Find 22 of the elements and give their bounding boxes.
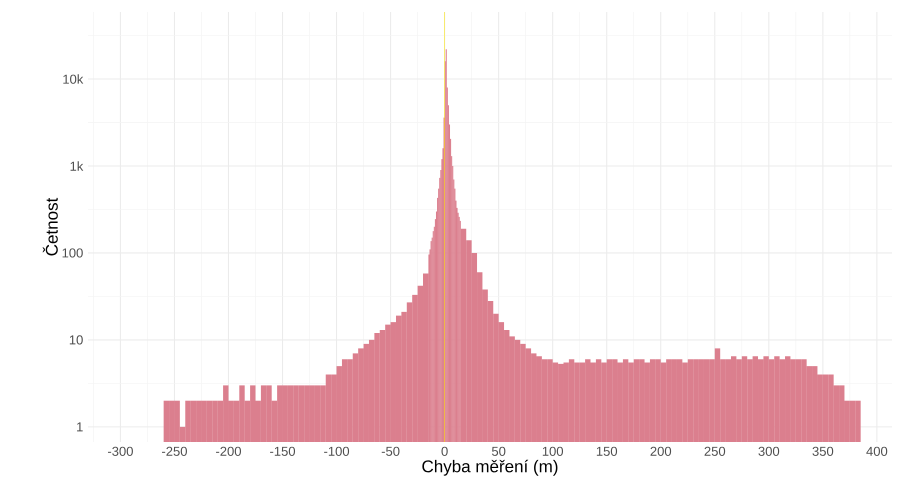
y-tick-label: 1	[77, 422, 83, 432]
x-tick-label: 250	[704, 446, 726, 456]
y-axis-title: Četnost	[42, 198, 58, 256]
x-tick-label: -250	[162, 446, 187, 456]
x-tick-label: 200	[650, 446, 672, 456]
x-tick-label: -50	[382, 446, 400, 456]
x-axis-title: Chyba měření (m)	[422, 460, 558, 476]
x-tick-label: -150	[270, 446, 296, 456]
x-tick-label: 350	[812, 446, 834, 456]
x-tick-label: -100	[324, 446, 350, 456]
x-tick-label: 0	[442, 446, 448, 456]
x-tick-label: 400	[866, 446, 888, 456]
x-tick-label: -200	[216, 446, 241, 456]
y-tick-label: 10	[70, 335, 83, 345]
y-tick-label: 1k	[70, 161, 84, 171]
x-tick-label: 50	[492, 446, 506, 456]
x-tick-label: 150	[596, 446, 618, 456]
x-tick-label: 100	[542, 446, 564, 456]
x-tick-label: 300	[758, 446, 780, 456]
y-tick-label: 100	[62, 248, 83, 258]
x-tick-label: -300	[108, 446, 133, 456]
y-tick-label: 10k	[63, 74, 84, 84]
